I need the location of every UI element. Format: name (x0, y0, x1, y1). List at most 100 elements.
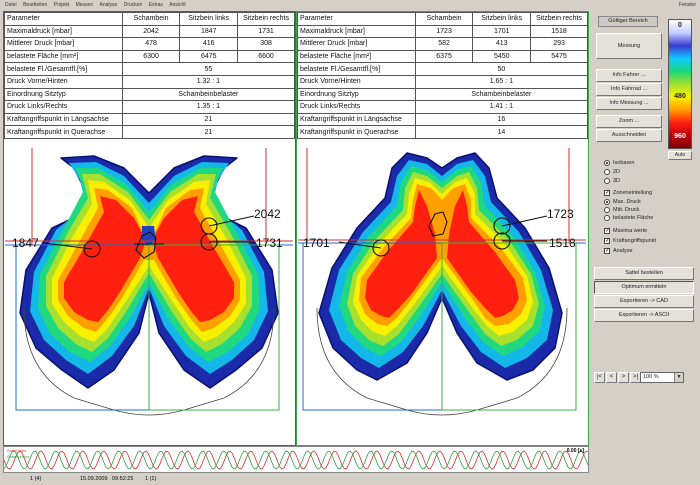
saddle-outline (316, 307, 568, 416)
cell-value: 6475 (179, 49, 239, 64)
menu-item-ansicht[interactable]: Ansicht (169, 2, 186, 8)
table-row: Kraftangriffspunkt in Querachse 14 (297, 125, 589, 139)
radio-icon (604, 214, 610, 221)
nav-next-button[interactable]: > (618, 372, 629, 383)
row-label: Druck Links/Rechts (4, 100, 123, 114)
info-fahrer-button[interactable]: Info Fahrer ... (596, 69, 662, 82)
callout-sitzbein-links: 1701 (303, 236, 330, 250)
sattel-bestellen-button[interactable]: Sattel bestellen (594, 267, 694, 280)
zone-max-druck-option[interactable]: Max. Druck (604, 198, 641, 206)
menu-item-projekt[interactable]: Projekt (53, 2, 70, 8)
range-title: Gültiger Bereich (598, 16, 658, 27)
zoneneinteilung-checkbox[interactable]: Zoneneinteilung (604, 189, 652, 197)
zone-mitt-druck-option[interactable]: Mitt. Druck (604, 206, 639, 214)
right-pressure-map[interactable]: 1723 1701 1518 (297, 148, 587, 444)
cell-value: 1.35 : 1 (121, 100, 296, 114)
cell-value: 14 (414, 125, 589, 139)
info-messung-button[interactable]: Info Messung ... (596, 97, 662, 110)
callout-schambein: 2042 (254, 207, 281, 221)
menu-item-analyse[interactable]: Analyse (99, 2, 118, 8)
cell-value: 21 (121, 125, 296, 139)
row-label: Druck Links/Rechts (297, 100, 416, 114)
maxima-markers (338, 211, 548, 257)
ausschneiden-button[interactable]: Ausschneiden (596, 129, 662, 142)
table-row: Druck Links/Rechts 1.41 : 1 (297, 100, 589, 114)
cell-value: 1723 (414, 24, 474, 39)
maxima-werte-checkbox[interactable]: Maxima werte (604, 227, 647, 235)
table-row: Mittlerer Druck [mbar] 582 413 293 (297, 37, 588, 51)
row-label: Kraftangriffspunkt in Längsachse (4, 112, 123, 127)
view-isobaren-option[interactable]: Isobaren (604, 159, 634, 167)
option-label: Analyse (613, 248, 633, 254)
zoom-button[interactable]: Zoom ... (596, 115, 662, 128)
export-ascii-button[interactable]: Exportieren -> ASCII (594, 309, 694, 322)
row-label: Druck Vorne/Hinten (4, 74, 123, 89)
export-cad-button[interactable]: Exportieren -> CAD (594, 295, 694, 308)
table-row: belastete Fl./Gesamtfl.[%] 55 (4, 62, 296, 76)
col-header: Schambein (414, 12, 474, 26)
col-header: Sitzbein links (179, 12, 239, 26)
legend-sattel-links: Sattel links (7, 448, 27, 453)
table-row: Druck Vorne/Hinten 1.65 : 1 (297, 74, 589, 89)
scale-label-mid: 480 (674, 93, 686, 100)
option-label: Max. Druck (613, 199, 641, 205)
status-time: 09:52:25 (112, 476, 134, 482)
view-3d-option[interactable]: 3D (604, 177, 620, 185)
col-header: Sitzbein links (472, 12, 532, 26)
kraftangriffspunkt-checkbox[interactable]: Kraftangriffspunkt (604, 237, 656, 245)
nav-first-button[interactable]: |< (594, 372, 605, 383)
checkbox-icon (604, 189, 610, 196)
cell-value: 21 (121, 112, 296, 127)
table-row: Kraftangriffspunkt in Längsachse 21 (4, 112, 296, 127)
table-row: belastete Fläche [mm²] 6300 6475 6600 (4, 49, 295, 64)
waveform-time: 0.00 [s] (566, 448, 584, 454)
option-label: 2D (613, 169, 621, 175)
right-measurement-panel[interactable]: Parameter Schambein Sitzbein links Sitzb… (296, 11, 589, 446)
scale-label-max: 960 (674, 133, 686, 140)
col-header: Sitzbein rechts (530, 12, 588, 26)
optimum-ermitteln-button[interactable]: Optimum ermitteln (594, 281, 694, 294)
table-row: Druck Links/Rechts 1.35 : 1 (4, 100, 296, 114)
menu-item-bearbeiten[interactable]: Bearbeiten (23, 2, 48, 8)
col-header: Parameter (4, 12, 123, 26)
menu-item-extras[interactable]: Extras (148, 2, 163, 8)
zone-flaeche-option[interactable]: belastete Fläche (604, 214, 653, 222)
left-pressure-map[interactable]: 2042 1847 1731 (4, 148, 294, 444)
table-header-row: Parameter Schambein Sitzbein links Sitzb… (4, 12, 295, 26)
left-measurement-panel[interactable]: Parameter Schambein Sitzbein links Sitzb… (3, 11, 296, 446)
row-label: Kraftangriffspunkt in Längsachse (297, 112, 416, 127)
right-stats-table: Parameter Schambein Sitzbein links Sitzb… (297, 12, 589, 139)
cell-value: 55 (121, 62, 296, 76)
cell-value: 1.41 : 1 (414, 100, 589, 114)
zoom-select[interactable]: 100 % ▼ (640, 372, 684, 383)
analyse-checkbox[interactable]: Analyse (604, 247, 633, 255)
table-row: Maximaldruck [mbar] 2042 1847 1731 (4, 24, 295, 39)
table-row: Druck Vorne/Hinten 1.32 : 1 (4, 74, 296, 89)
row-label: belastete Fläche [mm²] (297, 49, 416, 64)
radio-icon (604, 198, 610, 205)
row-label: Druck Vorne/Hinten (297, 74, 416, 89)
menu-item-fenster[interactable]: Fenster (679, 2, 696, 8)
cell-value: 478 (121, 37, 181, 51)
row-label: Einordnung Sitztyp (297, 87, 416, 102)
table-row: Einordnung Sitztyp Schambeinbelaster (297, 87, 589, 102)
table-row: Kraftangriffspunkt in Querachse 21 (4, 125, 296, 139)
messung-button[interactable]: Messung (596, 33, 662, 59)
chevron-down-icon: ▼ (674, 373, 683, 382)
callout-schambein: 1723 (547, 207, 574, 221)
menu-item-messen[interactable]: Messen (75, 2, 94, 8)
info-fahrrad-button[interactable]: Info Fahrrad ... (596, 83, 662, 96)
menu-item-datei[interactable]: Datei (5, 2, 17, 8)
nav-prev-button[interactable]: < (606, 372, 617, 383)
radio-icon (604, 159, 610, 166)
cell-value: 1731 (237, 24, 295, 39)
checkbox-icon (604, 237, 610, 244)
view-2d-option[interactable]: 2D (604, 168, 620, 176)
menu-bar: Datei Bearbeiten Projekt Messen Analyse … (0, 0, 700, 10)
zone-lines (5, 148, 293, 411)
menu-item-drucken[interactable]: Drucken (123, 2, 143, 8)
table-row: belastete Fl./Gesamtfl.[%] 50 (297, 62, 589, 76)
row-label: Mittlerer Druck [mbar] (297, 37, 416, 51)
sensor-waveform-strip[interactable]: Sattel links Sattel rechts 0.00 [s] (3, 446, 589, 473)
scale-auto-button[interactable]: Auto (668, 151, 692, 160)
